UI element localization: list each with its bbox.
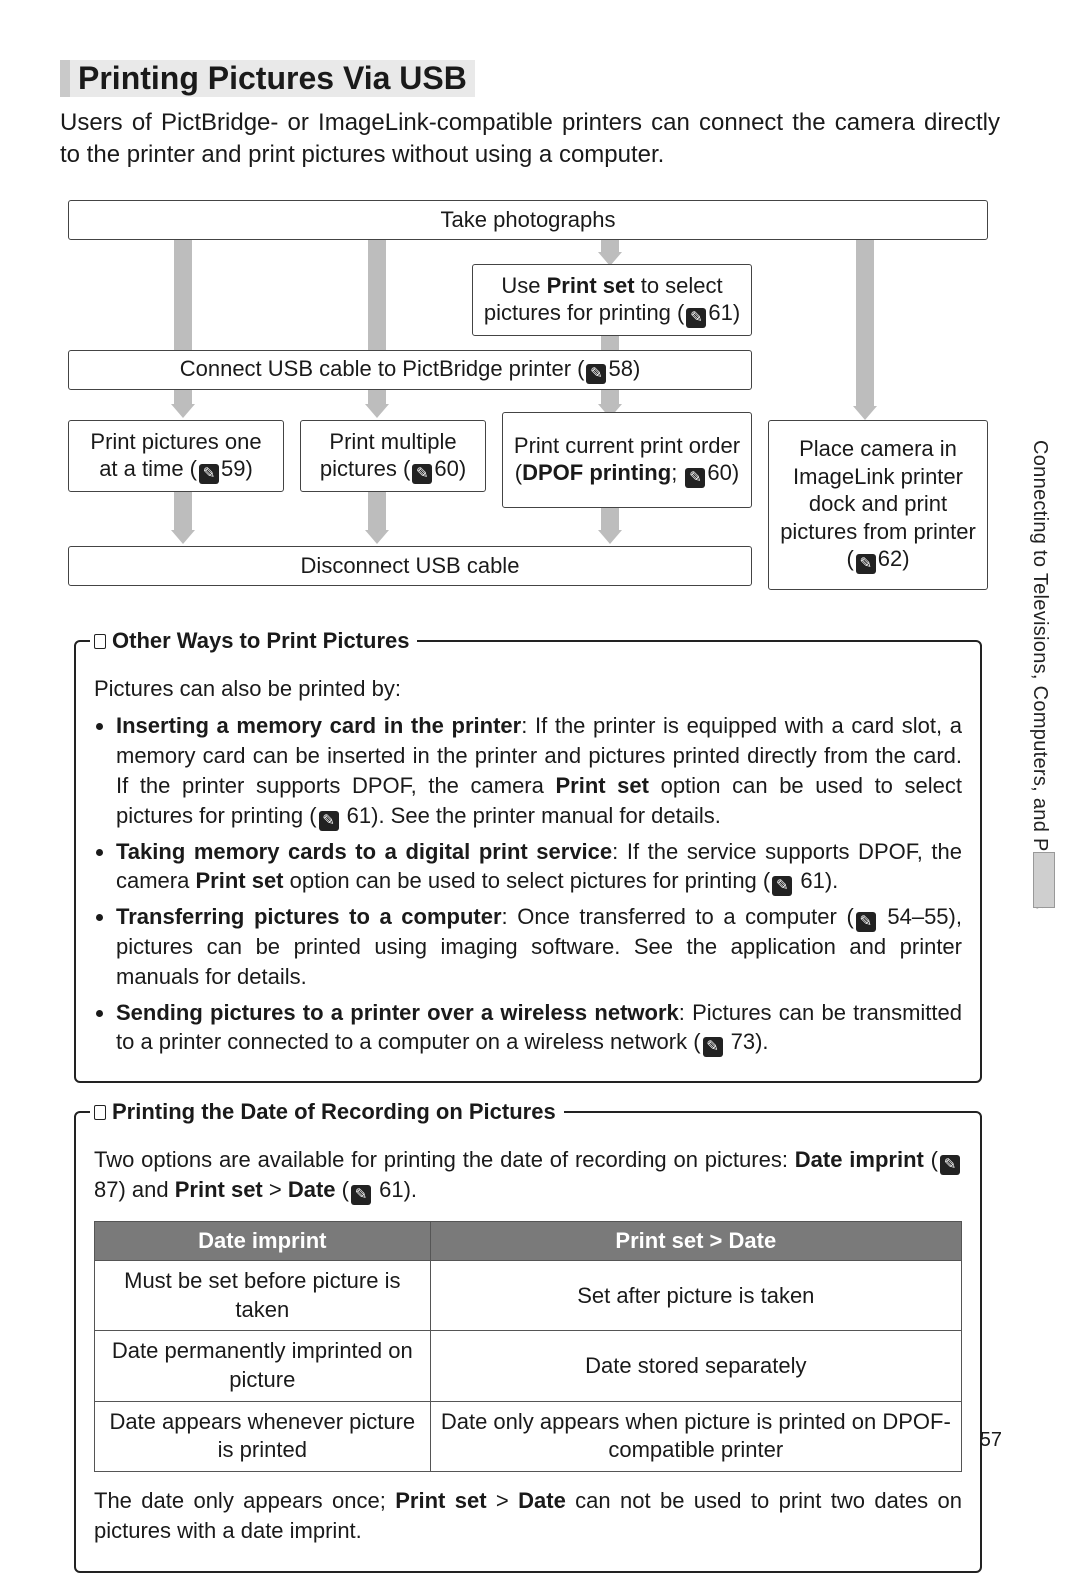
flow-printset: Use Print set to select pictures for pri… xyxy=(472,264,752,336)
flow-multi: Print multiplepictures (✎60) xyxy=(300,420,486,492)
ref-icon: ✎ xyxy=(199,464,219,484)
flow-take: Take photographs xyxy=(68,200,988,240)
arrow xyxy=(368,492,386,532)
infobox-date-lead: Two options are available for printing t… xyxy=(94,1145,962,1205)
arrow-head-icon xyxy=(598,530,622,544)
ref-icon: ✎ xyxy=(586,364,606,384)
flow-one: Print pictures oneat a time (✎59) xyxy=(68,420,284,492)
arrow-head-icon xyxy=(171,530,195,544)
table-row: Date permanently imprinted on picture Da… xyxy=(95,1331,962,1401)
ref-icon: ✎ xyxy=(686,308,706,328)
table-row: Must be set before picture is taken Set … xyxy=(95,1261,962,1331)
arrow xyxy=(856,240,874,408)
infobox-lead: Pictures can also be printed by: xyxy=(94,674,962,704)
infobox-title: Printing the Date of Recording on Pictur… xyxy=(90,1099,564,1125)
arrow xyxy=(174,492,192,532)
side-tab-shade xyxy=(1033,852,1055,908)
table-header: Date imprint xyxy=(95,1222,431,1261)
comparison-table: Date imprint Print set > Date Must be se… xyxy=(94,1221,962,1472)
ref-icon: ✎ xyxy=(856,554,876,574)
ref-icon: ✎ xyxy=(319,811,339,831)
ref-icon: ✎ xyxy=(940,1155,960,1175)
ref-icon: ✎ xyxy=(703,1037,723,1057)
flow-disconnect-text: Disconnect USB cable xyxy=(79,552,741,580)
flow-connect: Connect USB cable to PictBridge printer … xyxy=(68,350,752,390)
ref-icon: ✎ xyxy=(856,912,876,932)
list-item: Inserting a memory card in the printer: … xyxy=(116,711,962,830)
infobox-list: Inserting a memory card in the printer: … xyxy=(94,711,962,1057)
flow-dpof: Print current print order (DPOF printing… xyxy=(502,412,752,508)
table-header: Print set > Date xyxy=(430,1222,961,1261)
list-item: Sending pictures to a printer over a wir… xyxy=(116,998,962,1058)
side-tab: Connecting to Televisions, Computers, an… xyxy=(1015,440,1055,1140)
arrow-head-icon xyxy=(365,530,389,544)
page-number: 57 xyxy=(980,1429,1002,1452)
flow-imagelink: Place camera in ImageLink printer dock a… xyxy=(768,420,988,590)
infobox-date-tail: The date only appears once; Print set > … xyxy=(94,1486,962,1545)
flowchart: Take photographs Use Print set to select… xyxy=(68,200,988,600)
arrow-head-icon xyxy=(171,404,195,418)
infobox-other-ways: Other Ways to Print Pictures Pictures ca… xyxy=(74,640,982,1084)
arrow xyxy=(368,240,386,350)
flow-connect-text: Connect USB cable to PictBridge printer … xyxy=(79,355,741,384)
ref-icon: ✎ xyxy=(412,464,432,484)
list-item: Transferring pictures to a computer: Onc… xyxy=(116,902,962,991)
page-title: Printing Pictures Via USB xyxy=(60,60,475,97)
ref-icon: ✎ xyxy=(772,876,792,896)
arrow xyxy=(174,240,192,350)
arrow xyxy=(601,508,619,532)
ref-icon: ✎ xyxy=(351,1185,371,1205)
ref-icon: ✎ xyxy=(685,468,705,488)
table-row: Date appears whenever picture is printed… xyxy=(95,1401,962,1471)
flow-take-text: Take photographs xyxy=(79,206,977,234)
flow-printset-text: Use Print set to select pictures for pri… xyxy=(483,272,741,329)
infobox-title: Other Ways to Print Pictures xyxy=(90,628,417,654)
infobox-date: Printing the Date of Recording on Pictur… xyxy=(74,1111,982,1573)
arrow xyxy=(601,336,619,350)
flow-disconnect: Disconnect USB cable xyxy=(68,546,752,586)
arrow-head-icon xyxy=(853,406,877,420)
list-item: Taking memory cards to a digital print s… xyxy=(116,837,962,897)
intro-text: Users of PictBridge- or ImageLink-compat… xyxy=(60,107,1000,172)
arrow-head-icon xyxy=(365,404,389,418)
side-tab-text: Connecting to Televisions, Computers, an… xyxy=(1028,440,1051,909)
